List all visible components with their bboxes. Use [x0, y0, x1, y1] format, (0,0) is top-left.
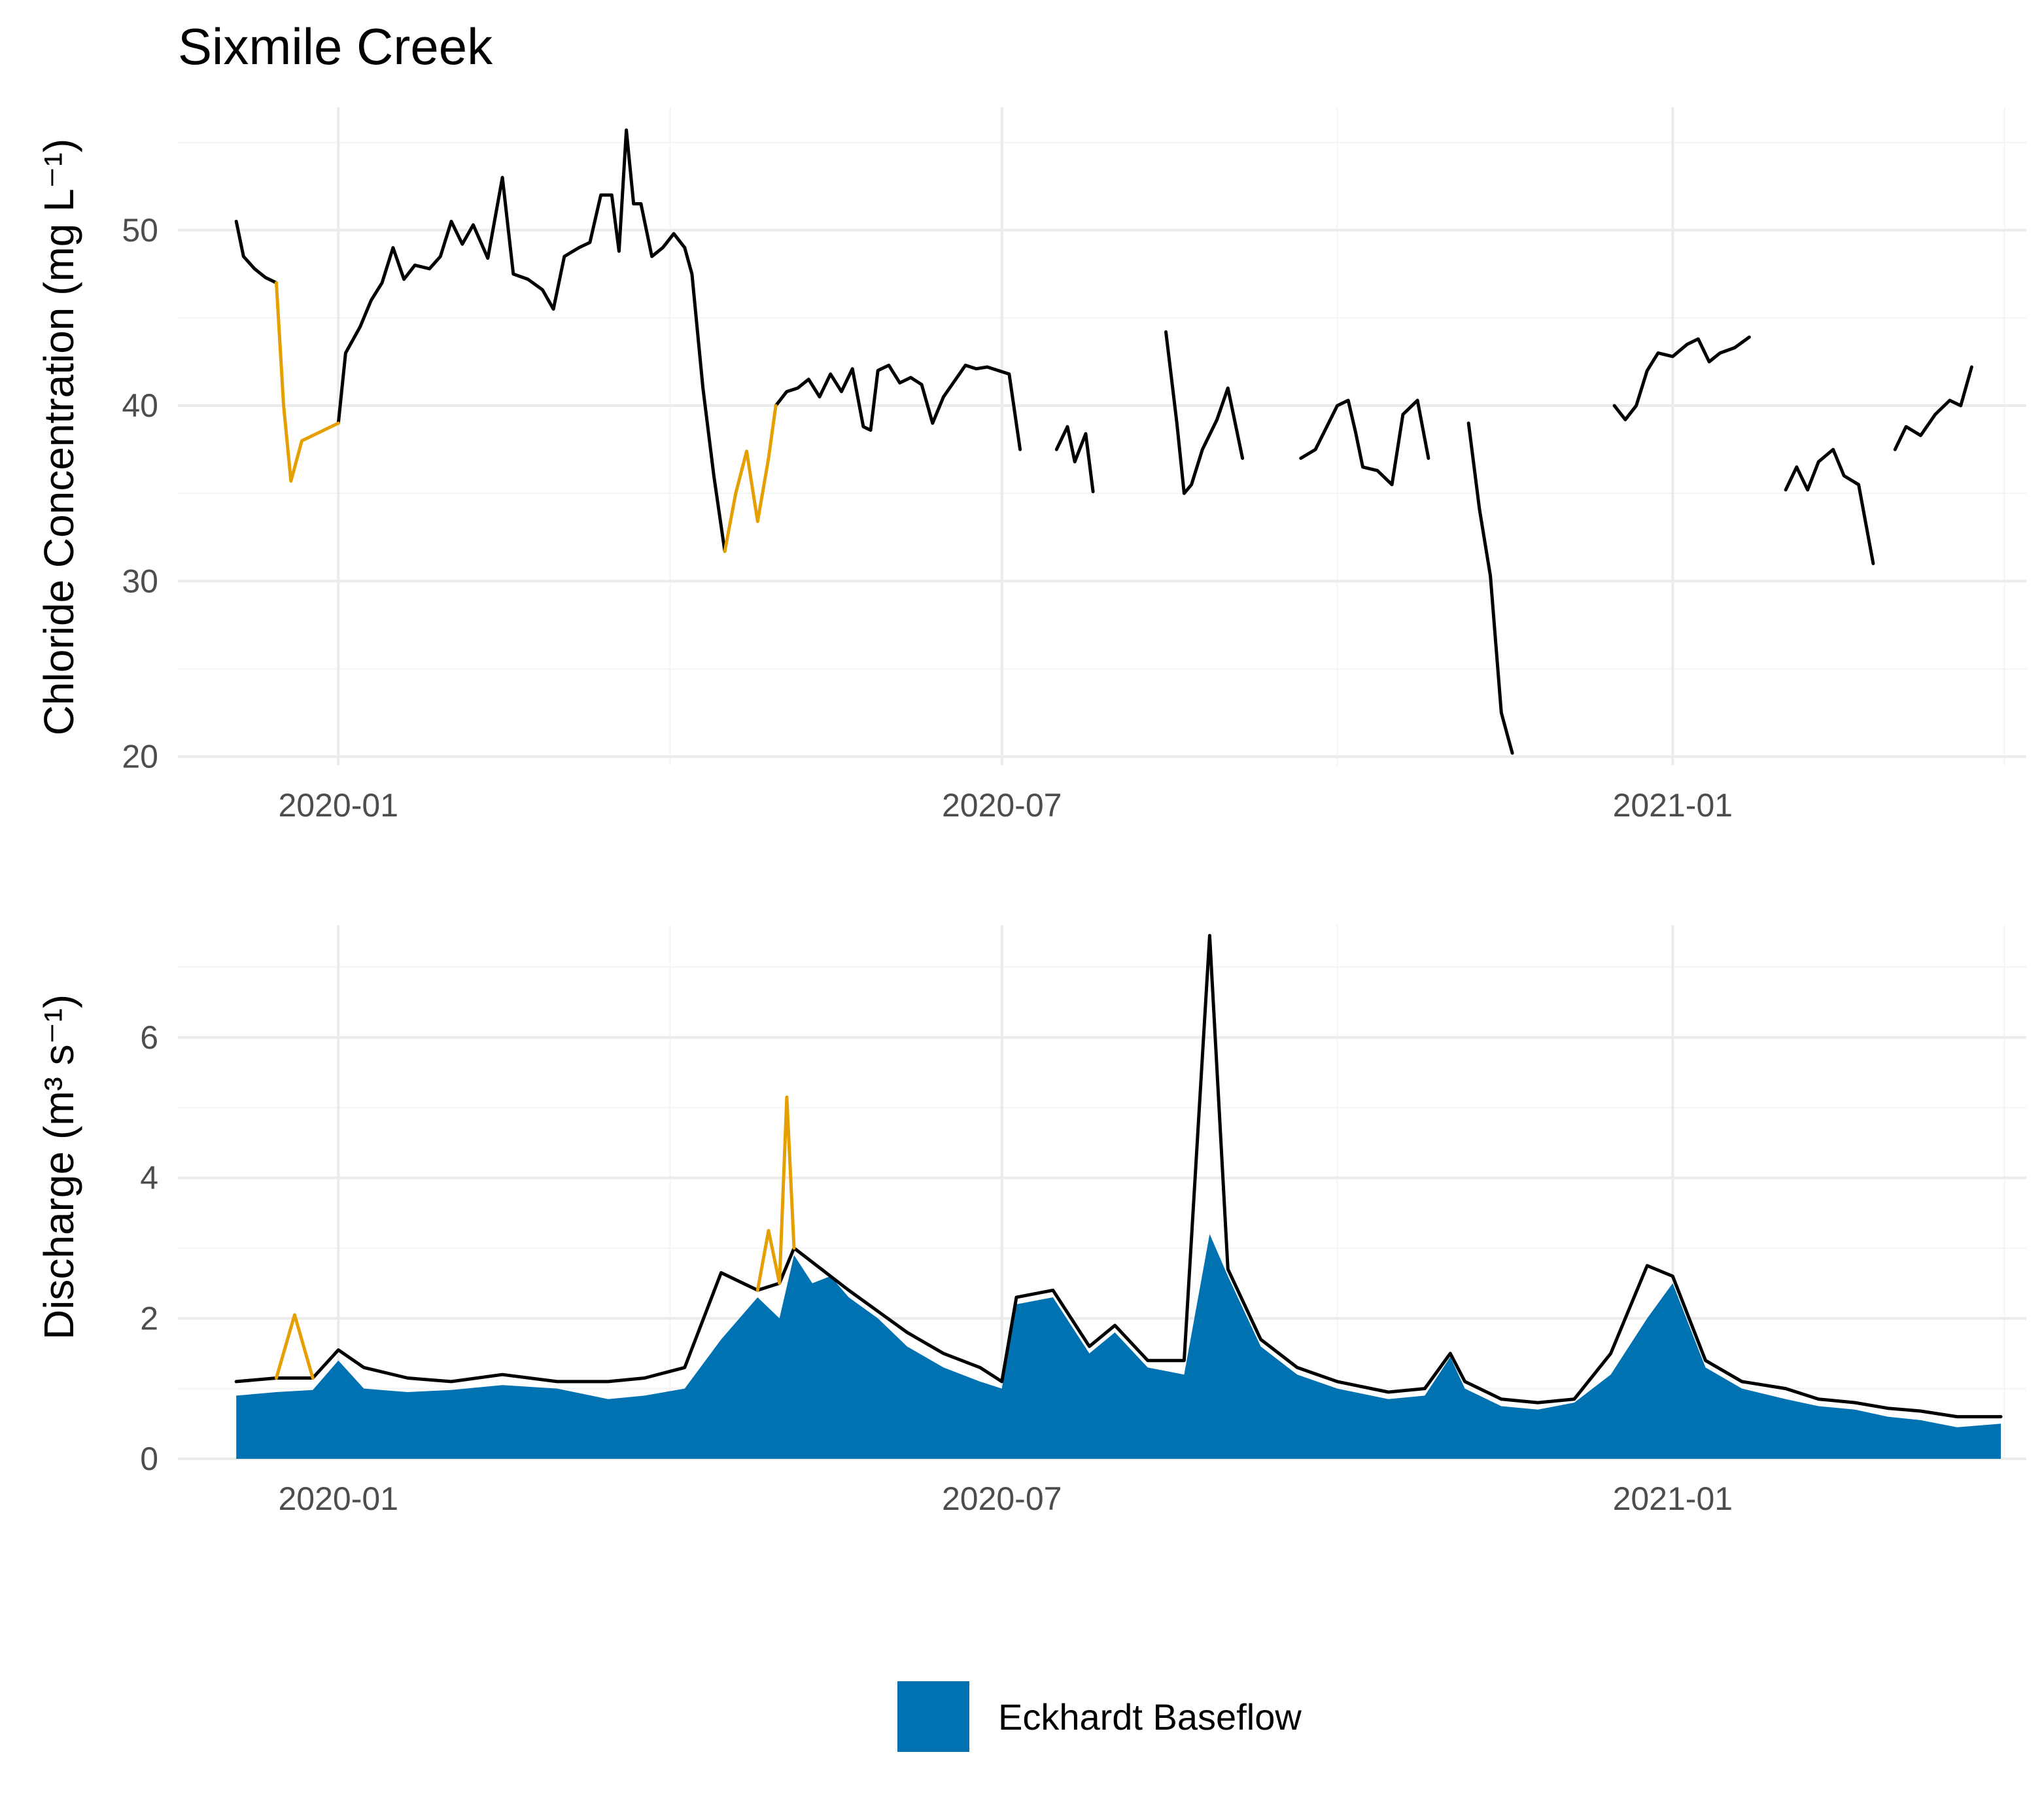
x-tick-label: 2020-01: [279, 1480, 399, 1517]
y-tick-label: 40: [122, 387, 158, 424]
chloride-panel: 20 30 40 50 2020-01 2020-07 2021-01 Chloride …: [35, 107, 2026, 824]
observed-line-segment: [1466, 421, 1514, 755]
event-line-segment: [723, 404, 778, 553]
chloride-y-tick-labels: 20 30 40 50: [122, 212, 158, 775]
chloride-y-axis-label: Chloride Concentration (mg L⁻¹): [35, 139, 82, 735]
event-line-segment: [778, 1095, 796, 1285]
observed-line-segment: [336, 128, 727, 553]
chart-title: Sixmile Creek: [178, 18, 493, 75]
observed-line-segment: [1054, 425, 1095, 493]
chloride-series: [234, 128, 1973, 755]
observed-line-segment: [774, 363, 1022, 451]
y-tick-label: 50: [122, 212, 158, 249]
y-tick-label: 6: [140, 1019, 158, 1056]
legend: Eckhardt Baseflow: [897, 1681, 1302, 1752]
discharge-panel: 0 2 4 6 2020-01 2020-07 2021-01 Discharge (m³…: [35, 925, 2026, 1517]
event-line-segment: [755, 1229, 782, 1292]
chloride-gridlines: [178, 107, 2026, 765]
discharge-x-tick-labels: 2020-01 2020-07 2021-01: [279, 1480, 1733, 1517]
observed-line-segment: [234, 934, 2003, 1419]
discharge-y-tick-labels: 0 2 4 6: [140, 1019, 158, 1477]
discharge-y-axis-label: Discharge (m³ s⁻¹): [35, 994, 82, 1340]
discharge-series: [234, 934, 2003, 1459]
observed-line-segment: [234, 219, 278, 285]
x-tick-label: 2021-01: [1613, 1480, 1733, 1517]
observed-line-segment: [1893, 365, 1973, 451]
y-tick-label: 2: [140, 1300, 158, 1336]
observed-line-segment: [1299, 398, 1430, 487]
observed-line-segment: [1612, 335, 1751, 421]
x-tick-label: 2020-01: [279, 787, 399, 824]
event-line-segment: [275, 1313, 315, 1380]
y-tick-label: 20: [122, 739, 158, 775]
x-tick-label: 2020-07: [942, 787, 1062, 824]
event-line-segment: [275, 281, 340, 483]
observed-line-segment: [1164, 330, 1245, 495]
x-tick-label: 2021-01: [1613, 787, 1733, 824]
legend-label: Eckhardt Baseflow: [998, 1696, 1302, 1738]
baseflow-area: [236, 1234, 2001, 1459]
observed-line-segment: [1784, 447, 1875, 565]
y-tick-label: 30: [122, 563, 158, 599]
chloride-x-tick-labels: 2020-01 2020-07 2021-01: [279, 787, 1733, 824]
y-tick-label: 4: [140, 1160, 158, 1196]
legend-swatch-baseflow: [897, 1681, 969, 1752]
y-tick-label: 0: [140, 1441, 158, 1477]
x-tick-label: 2020-07: [942, 1480, 1062, 1517]
